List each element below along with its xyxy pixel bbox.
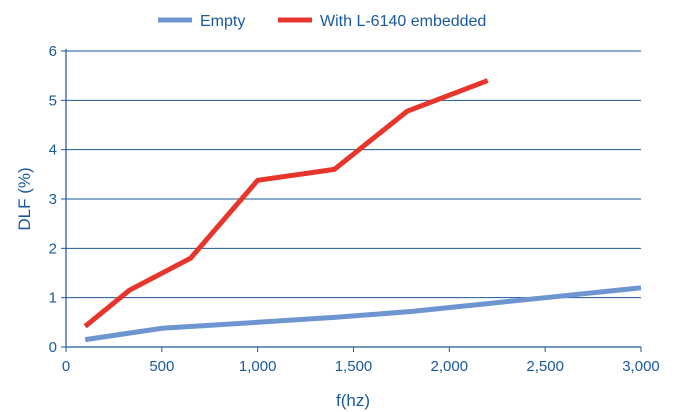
y-tick-label-0: 0 [49, 339, 57, 356]
series-line-0 [84, 285, 642, 343]
x-tick-label-0: 0 [62, 358, 70, 375]
x-tick-label-3: 1,500 [335, 358, 373, 375]
x-tick-label-4: 2,000 [431, 358, 469, 375]
x-tick-label-5: 2,500 [526, 358, 564, 375]
y-axis-title: DLF (%) [15, 167, 34, 230]
x-tick-label-1: 500 [149, 358, 174, 375]
x-tick-label-2: 1,000 [239, 358, 277, 375]
y-tick-label-2: 2 [49, 240, 57, 257]
legend-label-0: Empty [200, 13, 245, 30]
legend-label-1: With L-6140 embedded [320, 13, 486, 30]
y-tick-label-5: 5 [49, 92, 57, 109]
series-line-1 [83, 78, 489, 329]
y-tick-label-1: 1 [49, 290, 57, 307]
gridlines [66, 50, 641, 299]
series-lines [83, 78, 642, 343]
y-tick-label-6: 6 [49, 43, 57, 60]
x-tick-label-6: 3,000 [622, 358, 660, 375]
axes [65, 49, 641, 348]
y-tick-label-4: 4 [49, 142, 57, 159]
x-axis-ticks: 0 500 1,000 1,500 2,000 2,500 3,000 [62, 347, 660, 375]
x-axis-title: f(hz) [336, 391, 370, 410]
y-tick-label-3: 3 [49, 191, 57, 208]
y-axis-ticks: 0 1 2 3 4 5 6 [49, 43, 66, 356]
legend: Empty With L-6140 embedded [158, 13, 486, 30]
